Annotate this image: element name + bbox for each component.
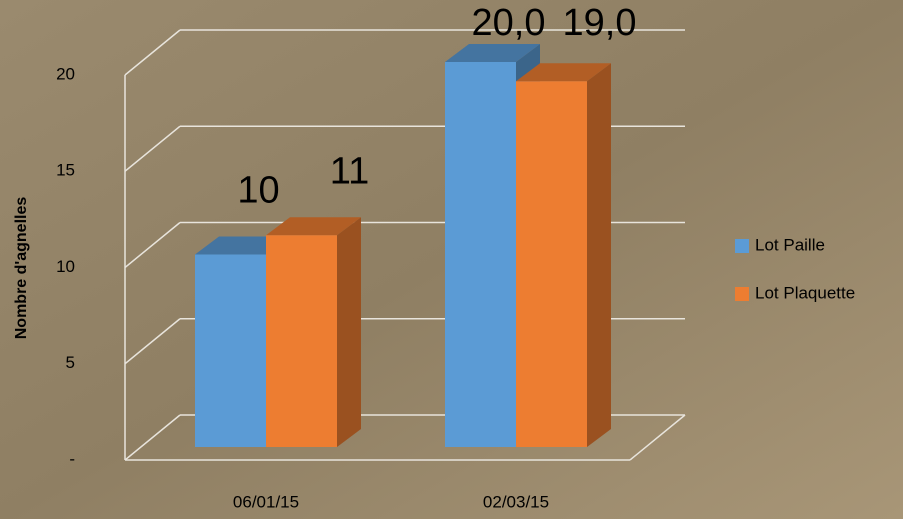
bar (195, 255, 266, 448)
bar-side (337, 217, 361, 447)
y-tick-label: - (69, 449, 75, 468)
legend-label: Lot Paille (755, 235, 825, 254)
bar (266, 235, 337, 447)
y-axis-label: Nombre d'agnelles (13, 197, 30, 340)
legend-swatch (735, 287, 749, 301)
bar (445, 62, 516, 447)
value-label: 19,0 (563, 2, 637, 44)
x-tick-label: 02/03/15 (483, 492, 549, 511)
value-label: 20,0 (472, 2, 546, 44)
y-tick-label: 20 (56, 64, 75, 83)
bar-side (587, 63, 611, 447)
y-tick-label: 5 (66, 353, 75, 372)
legend-label: Lot Plaquette (755, 283, 855, 302)
value-label: 10 (237, 170, 279, 212)
x-tick-label: 06/01/15 (233, 492, 299, 511)
y-tick-label: 10 (56, 257, 75, 276)
bar (516, 81, 587, 447)
legend-swatch (735, 239, 749, 253)
y-tick-label: 15 (56, 161, 75, 180)
value-label: 11 (330, 150, 369, 192)
chart: Nombre d'agnelles - 5 10 15 20 06/01/15 10 11 02… (0, 0, 903, 519)
